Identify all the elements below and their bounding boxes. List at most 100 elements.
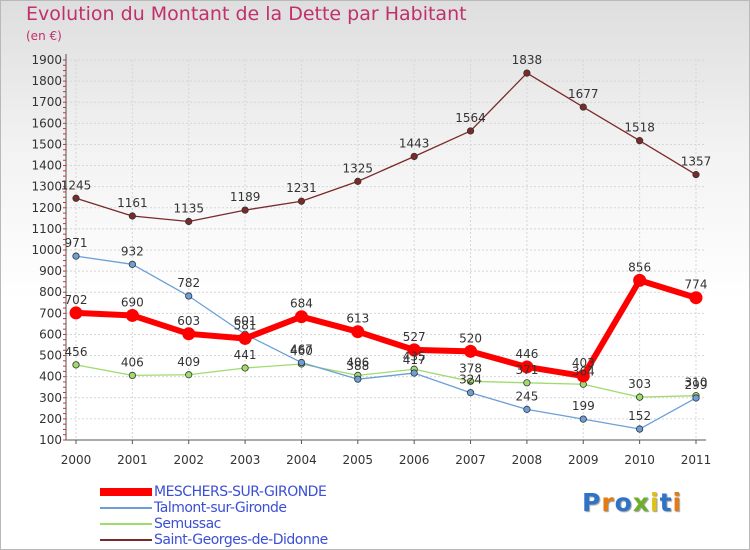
data-point	[692, 394, 700, 402]
y-tick-label: 1600	[31, 116, 62, 130]
data-point	[464, 344, 478, 358]
data-point	[182, 327, 196, 341]
data-point	[185, 371, 193, 379]
data-point	[576, 369, 590, 383]
data-point	[520, 360, 534, 374]
y-tick-label: 1300	[31, 180, 62, 194]
legend-swatch	[100, 539, 152, 541]
legend-label: Saint-Georges-de-Didonne	[154, 532, 328, 548]
data-point	[579, 103, 587, 111]
y-tick-label: 100	[39, 433, 62, 447]
legend-label: Talmont-sur-Gironde	[154, 500, 287, 516]
data-label: 932	[121, 244, 144, 258]
data-label: 520	[459, 331, 482, 345]
data-label: 245	[515, 389, 538, 403]
y-tick-label: 1100	[31, 222, 62, 236]
data-labels: 702 690 603 581 684 613 527 520 446 403 856 774 971 9…	[61, 53, 712, 423]
data-point	[354, 177, 362, 185]
series-line	[75, 255, 697, 430]
x-tick-label: 2010	[624, 453, 655, 467]
data-point	[579, 415, 587, 423]
data-label: 1325	[343, 161, 374, 175]
data-point	[297, 358, 306, 367]
chart-title: Evolution du Montant de la Dette par Hab…	[26, 3, 467, 25]
data-point	[466, 377, 475, 385]
y-tick-label: 500	[39, 349, 62, 363]
data-point	[241, 364, 249, 372]
data-point	[128, 212, 136, 220]
data-point	[72, 252, 80, 260]
legend-label: Semussac	[154, 516, 221, 532]
data-point	[636, 393, 644, 401]
data-label: 378	[459, 361, 482, 375]
data-label: 371	[515, 363, 538, 377]
axes: 100 200 300 400 500 600 700 800 900 1000 1100 1200 1…	[31, 53, 711, 467]
data-point	[185, 217, 193, 226]
data-point	[128, 260, 136, 268]
x-tick-label: 2000	[61, 453, 92, 467]
data-point	[633, 273, 647, 287]
data-label: 1564	[455, 111, 486, 125]
data-label: 1189	[230, 190, 261, 204]
y-tick-label: 800	[39, 285, 62, 299]
y-tick-label: 1800	[31, 74, 62, 88]
data-label: 299	[685, 378, 708, 392]
data-label: 456	[65, 345, 88, 359]
data-point	[294, 310, 308, 324]
series-line	[75, 277, 697, 380]
data-point	[72, 194, 80, 202]
data-point	[523, 405, 531, 413]
x-tick-label: 2006	[399, 453, 430, 467]
data-label: 460	[290, 344, 313, 358]
data-label: 406	[346, 355, 369, 369]
data-point	[636, 425, 644, 433]
data-point	[523, 69, 531, 77]
data-label: 388	[346, 359, 369, 373]
data-label: 467	[290, 343, 313, 357]
data-point	[466, 389, 475, 397]
data-label: 435	[403, 349, 426, 363]
x-tick-label: 2005	[343, 453, 374, 467]
data-label: 441	[234, 348, 257, 362]
data-label: 527	[403, 330, 426, 344]
data-label: 1161	[117, 196, 148, 210]
data-label: 1231	[286, 181, 317, 195]
data-point	[297, 197, 306, 205]
y-tick-label: 1400	[31, 159, 62, 173]
data-label: 409	[177, 355, 200, 369]
data-label: 856	[628, 260, 651, 274]
x-tick-label: 2009	[568, 453, 599, 467]
data-label: 603	[177, 314, 200, 328]
y-tick-label: 1900	[31, 53, 62, 67]
legend-label: MESCHERS-SUR-GIRONDE	[154, 484, 327, 500]
data-label: 613	[346, 312, 369, 326]
data-label: 199	[572, 399, 595, 413]
data-label: 1677	[568, 87, 599, 101]
x-tick-label: 2011	[681, 453, 712, 467]
grid	[66, 59, 706, 441]
legend-swatch	[100, 488, 152, 496]
data-point	[407, 343, 421, 357]
y-tick-label: 900	[39, 264, 62, 278]
data-label: 1245	[61, 178, 92, 192]
x-tick-label: 2008	[512, 453, 543, 467]
data-label: 1838	[512, 53, 543, 67]
data-point	[523, 379, 531, 387]
data-point	[128, 371, 136, 379]
data-label: 446	[515, 347, 538, 361]
data-label: 152	[628, 409, 651, 423]
data-label: 702	[65, 293, 88, 307]
y-tick-label: 200	[39, 412, 62, 426]
data-point	[636, 137, 644, 145]
x-tick-label: 2001	[117, 453, 148, 467]
data-point	[185, 292, 193, 300]
series-layer	[69, 69, 703, 433]
data-label: 310	[685, 376, 708, 390]
x-tick-label: 2002	[173, 453, 204, 467]
data-label: 1357	[681, 155, 712, 169]
legend-swatch	[100, 523, 152, 525]
data-label: 581	[234, 318, 257, 332]
data-label: 303	[628, 377, 651, 391]
y-tick-label: 1500	[31, 137, 62, 151]
